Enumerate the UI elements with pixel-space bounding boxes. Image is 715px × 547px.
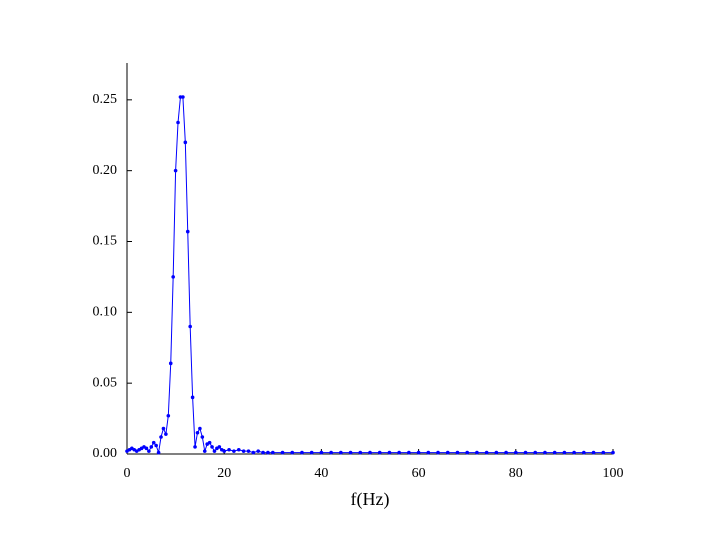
point (601, 450, 606, 455)
point (166, 413, 171, 418)
point (266, 450, 270, 455)
x-tick-label: 0 (124, 466, 131, 481)
point (261, 450, 265, 455)
point (168, 361, 173, 366)
point (161, 426, 166, 431)
point (290, 450, 295, 455)
point (407, 450, 411, 455)
point (339, 450, 343, 455)
point (358, 450, 363, 455)
point (368, 450, 372, 455)
point (348, 450, 353, 455)
point (523, 450, 528, 455)
point (241, 449, 246, 453)
point (173, 168, 178, 173)
point (300, 450, 304, 455)
point (445, 450, 450, 455)
y-tick-label: 0.20 (93, 163, 118, 178)
point (377, 450, 382, 455)
point (144, 446, 149, 451)
point (475, 450, 479, 455)
point (154, 443, 158, 448)
point (436, 450, 440, 455)
y-tick-label: 0.00 (93, 446, 118, 461)
point (562, 450, 567, 455)
y-tick-label: 0.10 (93, 305, 118, 320)
point (309, 450, 314, 455)
x-tick-label: 40 (314, 466, 328, 481)
point (504, 450, 508, 455)
point (181, 95, 185, 99)
point (455, 450, 460, 455)
point (246, 449, 251, 453)
point (582, 450, 586, 455)
line (126, 96, 613, 454)
x-tick-label: 60 (412, 466, 426, 481)
x-tick-label: 80 (509, 466, 523, 481)
y-tick-label: 0.05 (93, 375, 118, 390)
point (198, 426, 202, 431)
x-tick-label: 20 (217, 466, 231, 481)
y-tick-label: 0.25 (93, 92, 118, 107)
point (319, 450, 324, 455)
point (397, 450, 401, 455)
point (212, 449, 217, 453)
point (156, 450, 161, 455)
point (611, 450, 615, 455)
point (280, 450, 285, 455)
point (190, 395, 195, 400)
point (484, 450, 489, 455)
point (222, 449, 226, 453)
point (202, 449, 207, 453)
point (149, 445, 154, 449)
point (426, 450, 431, 455)
point (217, 445, 222, 449)
point (188, 324, 192, 329)
point (185, 229, 190, 234)
point (572, 450, 576, 455)
point (195, 430, 200, 435)
point (514, 450, 518, 455)
point (171, 275, 175, 279)
point (543, 450, 547, 455)
point (465, 450, 470, 455)
point (494, 450, 499, 455)
point (591, 450, 596, 455)
point (227, 447, 231, 452)
point (256, 449, 261, 453)
point (176, 120, 180, 125)
point (164, 432, 168, 436)
point (159, 435, 163, 439)
point (200, 435, 205, 439)
point (147, 449, 151, 453)
point (251, 450, 256, 455)
point (236, 447, 241, 452)
point (151, 440, 156, 445)
point (387, 450, 392, 455)
point (416, 450, 421, 455)
point (183, 140, 188, 145)
y-tick-label: 0.15 (93, 234, 118, 249)
point (552, 450, 557, 455)
x-tick-label: 100 (603, 466, 624, 481)
point (193, 445, 197, 449)
point (210, 445, 214, 449)
point (207, 440, 212, 445)
point (232, 449, 236, 453)
point (533, 450, 538, 455)
point (329, 450, 333, 455)
x-axis-label: f(Hz) (351, 489, 390, 510)
point (271, 450, 275, 455)
